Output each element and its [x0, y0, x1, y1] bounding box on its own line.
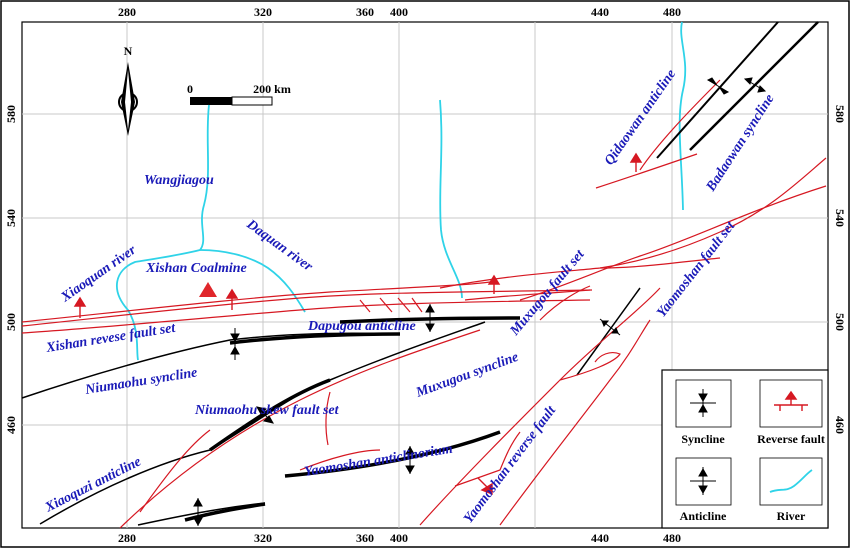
x-tick-top: 360 — [356, 5, 374, 19]
label-wangjiagou: Wangjiagou — [144, 173, 214, 188]
x-tick-bottom: 280 — [118, 531, 136, 545]
reverse-fault-markers — [73, 152, 643, 496]
label-niumaohu-skew: Niumaohu skew fault set — [194, 403, 340, 418]
reverse-fault-symbol-icon — [774, 390, 808, 411]
fold-symbols — [193, 77, 767, 527]
y-tick-left: 460 — [4, 416, 18, 434]
scale-end-label: 200 km — [253, 82, 291, 96]
river-symbol-icon — [769, 469, 813, 493]
x-tick-top: 400 — [390, 5, 408, 19]
x-tick-top: 280 — [118, 5, 136, 19]
y-tick-labels-left: 580 540 500 460 — [4, 105, 18, 434]
y-tick-labels-right: 580 540 500 460 — [833, 105, 847, 434]
y-tick-right: 580 — [833, 105, 847, 123]
rivers — [116, 21, 687, 361]
y-tick-right: 540 — [833, 209, 847, 227]
y-tick-left: 540 — [4, 209, 18, 227]
x-tick-bottom: 440 — [591, 531, 609, 545]
label-xishan-coalmine: Xishan Coalmine — [145, 261, 247, 276]
y-tick-left: 500 — [4, 313, 18, 331]
x-tick-bottom: 400 — [390, 531, 408, 545]
scale-bar: 0 200 km — [187, 82, 291, 106]
y-tick-left: 580 — [4, 105, 18, 123]
x-tick-bottom: 480 — [663, 531, 681, 545]
x-tick-bottom: 360 — [356, 531, 374, 545]
folds — [21, 21, 819, 526]
anticline-symbol-icon — [690, 467, 716, 495]
x-tick-top: 440 — [591, 5, 609, 19]
syncline-symbol-icon — [690, 389, 716, 417]
y-tick-right: 500 — [833, 313, 847, 331]
legend-river-label: River — [777, 509, 806, 523]
x-tick-labels-top: 280 320 360 400 440 480 — [118, 5, 681, 19]
legend-reverse-label: Reverse fault — [757, 432, 825, 446]
legend: Syncline Reverse fault Anticline River — [661, 369, 829, 529]
y-tick-right: 460 — [833, 416, 847, 434]
x-tick-bottom: 320 — [254, 531, 272, 545]
faults — [21, 79, 827, 529]
label-dapugou: Dapugou anticline — [307, 319, 416, 334]
x-tick-top: 480 — [663, 5, 681, 19]
legend-syncline-label: Syncline — [681, 432, 725, 446]
legend-anticline-label: Anticline — [680, 509, 727, 523]
scale-start-label: 0 — [187, 82, 193, 96]
north-label: N — [124, 44, 133, 58]
legend-river-box — [759, 457, 823, 506]
x-tick-labels-bottom: 280 320 360 400 440 480 — [118, 531, 681, 545]
x-tick-top: 320 — [254, 5, 272, 19]
coalmine-marker-icon — [199, 282, 217, 297]
north-arrow-icon: N — [118, 44, 138, 136]
